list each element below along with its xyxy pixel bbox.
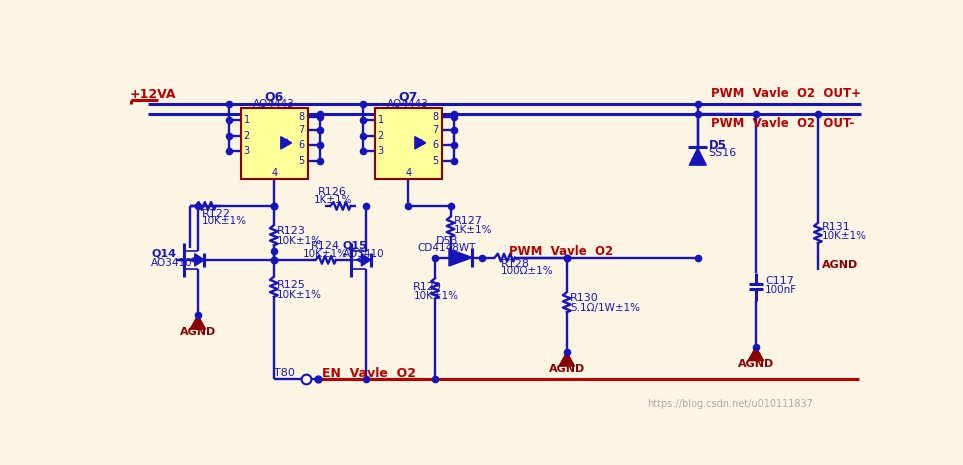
Text: 5: 5 — [432, 155, 439, 166]
Text: AGND: AGND — [549, 364, 585, 374]
Text: R126: R126 — [319, 187, 348, 197]
Polygon shape — [690, 148, 706, 165]
Polygon shape — [560, 352, 575, 366]
Bar — [241, 108, 308, 179]
Text: 10K±1%: 10K±1% — [202, 216, 247, 226]
Text: R129: R129 — [413, 282, 442, 292]
Text: 6: 6 — [299, 140, 305, 150]
Text: R124: R124 — [311, 241, 340, 251]
Text: 10K±1%: 10K±1% — [303, 249, 349, 259]
Text: R131: R131 — [821, 222, 850, 232]
Text: SS16: SS16 — [709, 148, 737, 158]
Text: CD4148WT: CD4148WT — [418, 243, 476, 253]
Text: 10K±1%: 10K±1% — [821, 231, 867, 241]
Text: Q7: Q7 — [399, 91, 418, 104]
Text: AGND: AGND — [738, 359, 774, 369]
Text: R127: R127 — [454, 216, 482, 226]
Text: Q15: Q15 — [343, 241, 368, 251]
Text: 10K±1%: 10K±1% — [277, 236, 322, 246]
Text: 3: 3 — [244, 146, 249, 156]
Text: 10K±1%: 10K±1% — [413, 291, 458, 301]
Text: 1: 1 — [377, 115, 384, 126]
Text: R125: R125 — [277, 280, 306, 290]
Text: AO3410: AO3410 — [151, 258, 193, 268]
Text: AO3410: AO3410 — [343, 249, 384, 259]
Text: AO4443: AO4443 — [253, 100, 295, 109]
Polygon shape — [748, 347, 764, 361]
Text: T80: T80 — [273, 368, 295, 378]
Text: AGND: AGND — [180, 327, 216, 337]
Polygon shape — [361, 254, 371, 266]
Text: 2: 2 — [377, 131, 384, 141]
Text: AGND: AGND — [821, 260, 858, 270]
Text: R122: R122 — [202, 209, 231, 219]
Text: 5: 5 — [299, 155, 305, 166]
Text: AO4443: AO4443 — [387, 100, 429, 109]
Text: Q6: Q6 — [265, 91, 284, 104]
Text: C117: C117 — [766, 276, 794, 286]
Text: PWM  Vavle  O2  OUT-: PWM Vavle O2 OUT- — [711, 117, 854, 130]
Text: 8: 8 — [432, 113, 439, 122]
Polygon shape — [190, 315, 206, 329]
Text: D5: D5 — [709, 139, 727, 152]
Text: R123: R123 — [277, 226, 306, 236]
Polygon shape — [281, 137, 292, 149]
Text: 2: 2 — [244, 131, 249, 141]
Text: R130: R130 — [570, 293, 599, 303]
Text: 1K±1%: 1K±1% — [314, 195, 351, 205]
Text: 100Ω±1%: 100Ω±1% — [501, 266, 554, 276]
Text: 7: 7 — [299, 125, 305, 135]
Text: 3: 3 — [377, 146, 384, 156]
Text: 4: 4 — [405, 168, 411, 178]
Text: https://blog.csdn.net/u010111837: https://blog.csdn.net/u010111837 — [647, 399, 813, 409]
Text: 4: 4 — [272, 168, 277, 178]
Polygon shape — [195, 254, 204, 266]
Text: 6: 6 — [432, 140, 439, 150]
Text: 1: 1 — [244, 115, 249, 126]
Text: 8: 8 — [299, 113, 305, 122]
Text: PWM  Vavle  O2: PWM Vavle O2 — [508, 245, 612, 258]
Bar — [375, 108, 442, 179]
Text: EN  Vavle  O2: EN Vavle O2 — [322, 366, 416, 379]
Text: D53: D53 — [435, 236, 457, 246]
Text: R128: R128 — [501, 259, 530, 269]
Text: +12VA: +12VA — [130, 88, 176, 101]
Text: PWM  Vavle  O2  OUT+: PWM Vavle O2 OUT+ — [711, 87, 861, 100]
Text: 1K±1%: 1K±1% — [454, 225, 492, 235]
Text: Q14: Q14 — [151, 249, 176, 259]
Polygon shape — [449, 249, 472, 266]
Text: 100nF: 100nF — [766, 285, 797, 295]
Text: 5.1Ω/1W±1%: 5.1Ω/1W±1% — [570, 303, 639, 313]
Text: 7: 7 — [432, 125, 439, 135]
Text: 10K±1%: 10K±1% — [277, 290, 322, 299]
Polygon shape — [415, 137, 426, 149]
